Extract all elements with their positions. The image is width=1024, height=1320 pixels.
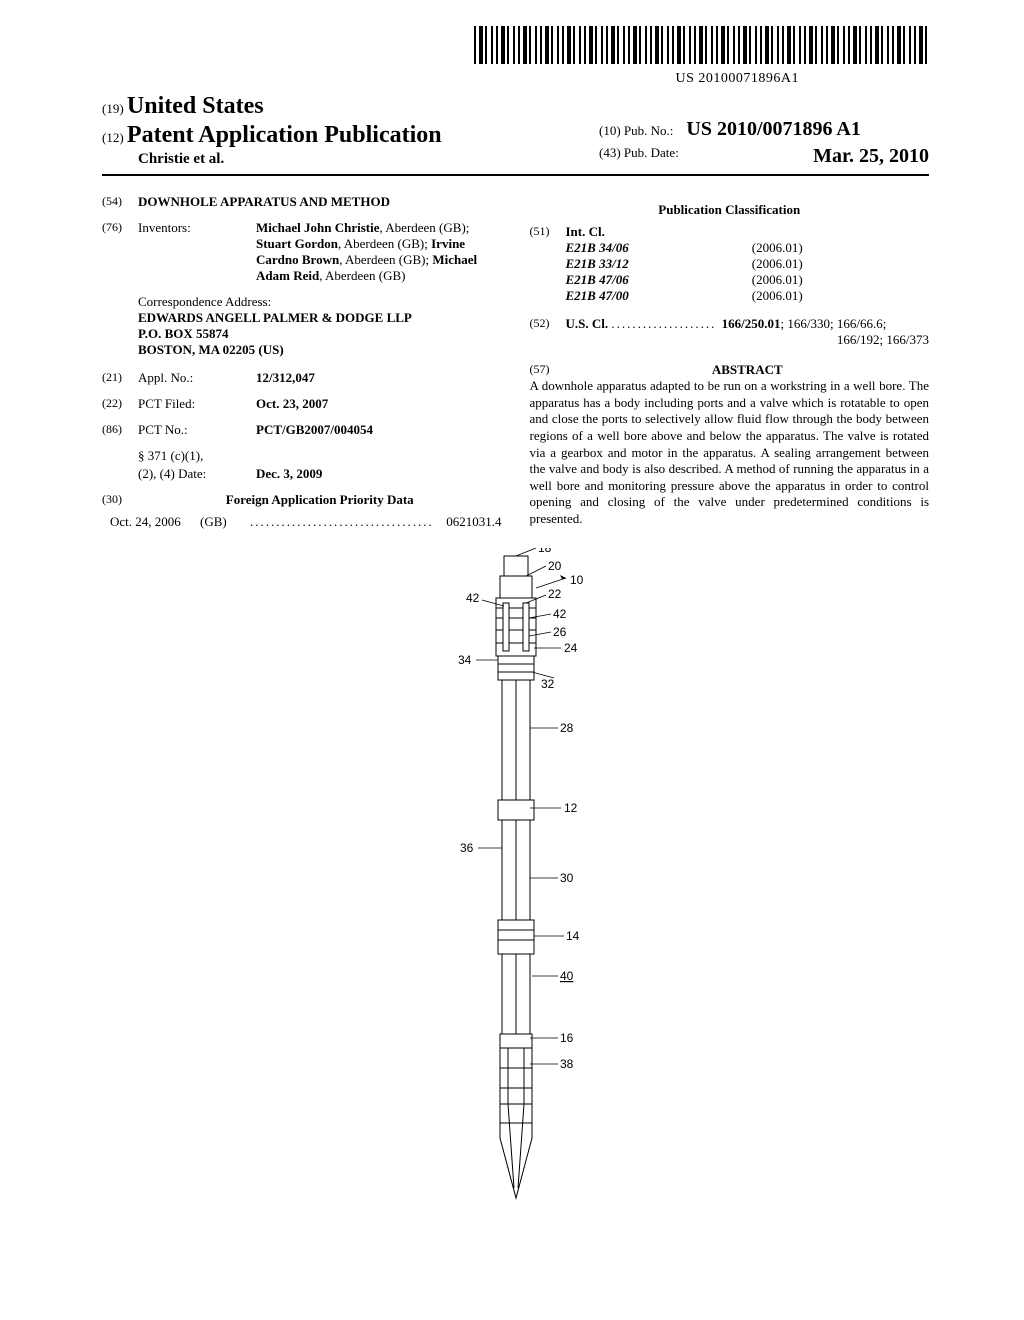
intcl-0-cls: E21B 34/06 <box>566 240 686 256</box>
intcl-label: Int. Cl. <box>566 224 930 240</box>
hdr-pubdate: Mar. 25, 2010 <box>813 145 929 168</box>
correspondence: Correspondence Address: EDWARDS ANGELL P… <box>138 294 502 358</box>
uscl-num: (52) <box>530 316 566 348</box>
abstract-text: A downhole apparatus adapted to be run o… <box>530 378 930 528</box>
hdr-pubdate-label: Pub. Date: <box>624 145 679 160</box>
pubclass-heading: Publication Classification <box>530 202 930 218</box>
hdr-pubno-label: Pub. No.: <box>624 123 673 138</box>
pctno-num: (86) <box>102 422 138 438</box>
intcl-0-yr: (2006.01) <box>686 240 870 256</box>
intcl-num: (51) <box>530 224 566 304</box>
fig-label-42a: 42 <box>466 591 480 605</box>
left-column: (54) DOWNHOLE APPARATUS AND METHOD (76) … <box>102 194 502 530</box>
fig-label-20: 20 <box>548 559 562 573</box>
fig-label-30: 30 <box>560 871 574 885</box>
s371-l1: § 371 (c)(1), <box>138 448 256 464</box>
hdr-num12: (12) <box>102 130 124 145</box>
intcl-3-cls: E21B 47/00 <box>566 288 686 304</box>
intcl-1-yr: (2006.01) <box>686 256 870 272</box>
hdr-num19: (19) <box>102 101 124 116</box>
pctfiled-num: (22) <box>102 396 138 412</box>
foreign-date: Oct. 24, 2006 <box>110 514 200 530</box>
intcl-2-yr: (2006.01) <box>686 272 870 288</box>
barcode-graphic <box>474 26 929 64</box>
barcode-block: US 20100071896A1 <box>102 26 929 87</box>
corr-l3: BOSTON, MA 02205 (US) <box>138 342 502 358</box>
figure: 18 20 10 22 42 42 26 24 34 32 28 12 36 3… <box>102 548 929 1213</box>
fig-label-34: 34 <box>458 653 472 667</box>
corr-l1: EDWARDS ANGELL PALMER & DODGE LLP <box>138 310 502 326</box>
foreign-heading: Foreign Application Priority Data <box>226 492 414 507</box>
uscl-label: U.S. Cl. <box>566 316 609 331</box>
fig-label-24: 24 <box>564 641 578 655</box>
pctno-label: PCT No.: <box>138 422 256 438</box>
corr-l2: P.O. BOX 55874 <box>138 326 502 342</box>
fig-label-18: 18 <box>538 548 552 555</box>
title-num: (54) <box>102 194 138 210</box>
hdr-num10: (10) <box>599 123 621 138</box>
fig-label-26: 26 <box>553 625 567 639</box>
fig-label-12: 12 <box>564 801 578 815</box>
barcode-text: US 20100071896A1 <box>102 71 929 87</box>
fig-label-28: 28 <box>560 721 574 735</box>
fig-label-36: 36 <box>460 841 474 855</box>
uscl-l1r: ; 166/330; 166/66.6; <box>781 316 887 331</box>
inv-names: Michael John Christie, Aberdeen (GB); St… <box>256 220 502 284</box>
figure-svg: 18 20 10 22 42 42 26 24 34 32 28 12 36 3… <box>386 548 646 1208</box>
corr-label: Correspondence Address: <box>138 294 502 310</box>
applno-label: Appl. No.: <box>138 370 256 386</box>
inv-num: (76) <box>102 220 138 284</box>
hdr-country: United States <box>127 93 264 119</box>
foreign-country: (GB) <box>200 514 250 530</box>
foreign-dots: ................................... <box>250 514 446 530</box>
uscl-l2: 166/192; 166/373 <box>566 332 930 348</box>
fig-label-42b: 42 <box>553 607 567 621</box>
uscl-dots: .................... <box>611 316 721 331</box>
uscl-l1b: 166/250.01 <box>722 316 781 331</box>
pctfiled-val: Oct. 23, 2007 <box>256 396 328 411</box>
foreign-appno: 0621031.4 <box>446 514 501 530</box>
foreign-num: (30) <box>102 492 138 508</box>
s371-l2: (2), (4) Date: <box>138 466 256 482</box>
fig-label-14: 14 <box>566 929 580 943</box>
applno-val: 12/312,047 <box>256 370 315 385</box>
inv-label: Inventors: <box>138 220 256 284</box>
applno-num: (21) <box>102 370 138 386</box>
hdr-pubno: US 2010/0071896 A1 <box>686 118 860 140</box>
s371-val: Dec. 3, 2009 <box>256 466 322 481</box>
abstract-heading: ABSTRACT <box>566 362 930 378</box>
intcl-2-cls: E21B 47/06 <box>566 272 686 288</box>
pctfiled-label: PCT Filed: <box>138 396 256 412</box>
hdr-doctype: Patent Application Publication <box>127 122 442 148</box>
fig-label-22: 22 <box>548 587 562 601</box>
fig-label-32: 32 <box>541 677 555 691</box>
pctno-val: PCT/GB2007/004054 <box>256 422 373 437</box>
abstract-num: (57) <box>530 362 566 378</box>
title-text: DOWNHOLE APPARATUS AND METHOD <box>138 194 390 209</box>
fig-label-16: 16 <box>560 1031 574 1045</box>
hdr-num43: (43) <box>599 145 621 160</box>
intcl-3-yr: (2006.01) <box>686 288 870 304</box>
hdr-authors: Christie et al. <box>102 151 442 168</box>
fig-label-40: 40 <box>560 969 574 983</box>
fig-label-10: 10 <box>570 573 584 587</box>
right-column: Publication Classification (51) Int. Cl.… <box>530 194 930 530</box>
header: (19) United States (12) Patent Applicati… <box>102 93 929 176</box>
fig-label-38: 38 <box>560 1057 574 1071</box>
intcl-1-cls: E21B 33/12 <box>566 256 686 272</box>
